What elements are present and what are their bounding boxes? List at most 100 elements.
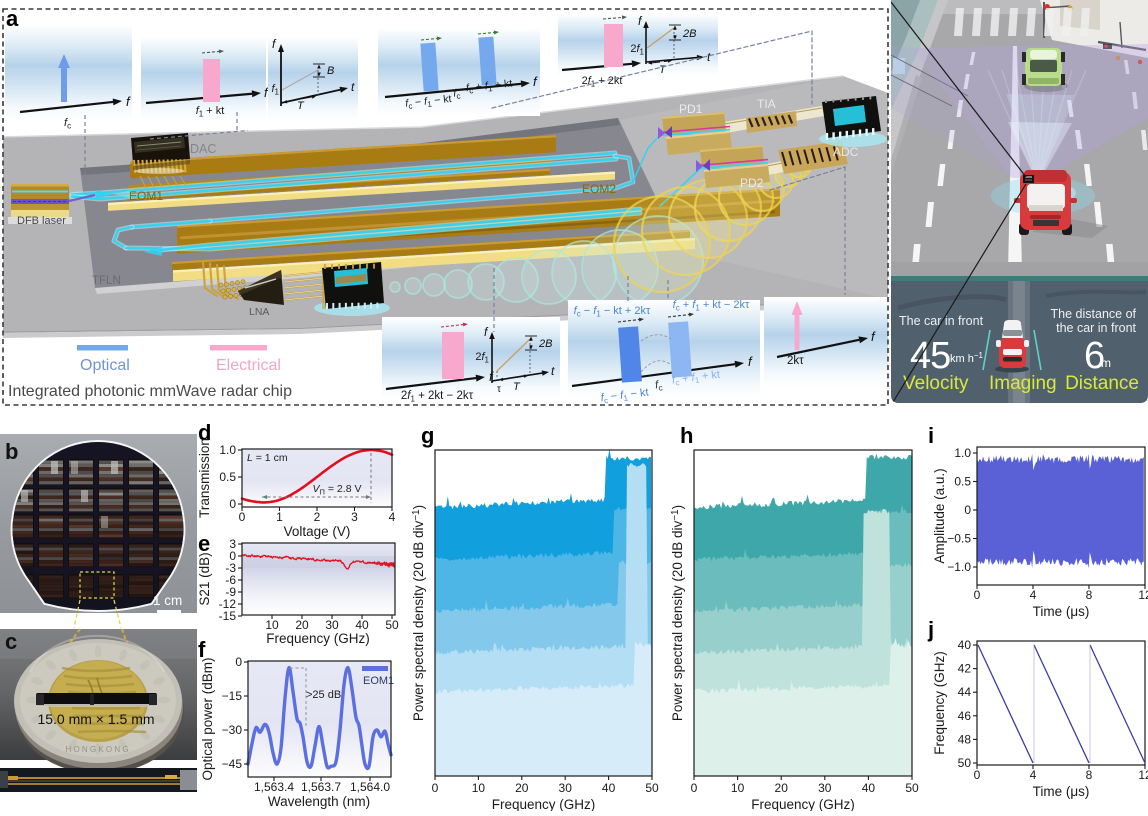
svg-text:Optical: Optical <box>80 357 130 374</box>
svg-text:44: 44 <box>958 685 972 699</box>
svg-text:Optical power (dBm): Optical power (dBm) <box>200 657 215 780</box>
svg-text:2kτ: 2kτ <box>787 355 804 367</box>
svg-text:H O N G K O N G: H O N G K O N G <box>65 745 128 754</box>
svg-text:The distance of: The distance of <box>1051 307 1137 321</box>
svg-text:4: 4 <box>389 510 396 524</box>
svg-text:48: 48 <box>958 732 972 746</box>
svg-text:DFB laser: DFB laser <box>17 215 66 227</box>
svg-text:20: 20 <box>515 781 529 795</box>
svg-text:c: c <box>5 629 17 654</box>
svg-text:Electrical: Electrical <box>216 357 281 374</box>
svg-text:50: 50 <box>385 618 399 632</box>
svg-text:0: 0 <box>974 588 981 602</box>
svg-text:m: m <box>1101 356 1111 370</box>
svg-text:Velocity: Velocity <box>903 373 969 394</box>
svg-text:the car in front: the car in front <box>1056 321 1136 335</box>
svg-text:DAC: DAC <box>190 142 216 156</box>
svg-text:TFLN: TFLN <box>92 275 121 287</box>
svg-text:fc + f1 + kt − 2kτ: fc + f1 + kt − 2kτ <box>673 299 750 313</box>
svg-text:10: 10 <box>472 781 486 795</box>
svg-text:40: 40 <box>602 781 616 795</box>
svg-text:0: 0 <box>432 781 439 795</box>
svg-text:40: 40 <box>862 781 876 795</box>
svg-text:e: e <box>198 531 210 556</box>
svg-text:0: 0 <box>235 655 242 669</box>
svg-text:Amplitude (a.u.): Amplitude (a.u.) <box>932 468 947 563</box>
svg-text:−30: −30 <box>222 723 243 737</box>
svg-text:EOM1: EOM1 <box>129 189 163 203</box>
svg-text:The car in front: The car in front <box>899 314 984 328</box>
svg-text:>25 dB: >25 dB <box>306 689 341 701</box>
svg-text:1.0: 1.0 <box>219 443 236 457</box>
svg-text:1,564.0: 1,564.0 <box>350 780 390 794</box>
svg-text:PD2: PD2 <box>740 176 764 190</box>
svg-text:0: 0 <box>239 510 246 524</box>
svg-text:Wavelength (nm): Wavelength (nm) <box>268 794 370 809</box>
svg-text:4: 4 <box>1030 588 1037 602</box>
svg-text:Frequency (GHz): Frequency (GHz) <box>492 797 596 811</box>
svg-text:Voltage (V): Voltage (V) <box>284 524 351 539</box>
svg-text:1,563.4: 1,563.4 <box>254 780 294 794</box>
svg-text:10: 10 <box>731 781 745 795</box>
svg-text:1 cm: 1 cm <box>153 593 182 608</box>
svg-text:1,563.7: 1,563.7 <box>301 780 341 794</box>
svg-text:−1.0: −1.0 <box>947 560 971 574</box>
svg-text:EOM2: EOM2 <box>582 182 616 196</box>
svg-text:−45: −45 <box>222 757 243 771</box>
svg-text:50: 50 <box>958 756 972 770</box>
svg-text:50: 50 <box>905 781 919 795</box>
svg-text:3: 3 <box>351 510 358 524</box>
svg-text:Time (μs): Time (μs) <box>1033 604 1090 619</box>
svg-text:Transmission: Transmission <box>197 438 212 518</box>
svg-text:-15: -15 <box>219 609 237 623</box>
svg-text:12: 12 <box>1138 588 1148 602</box>
svg-text:EOM1: EOM1 <box>363 675 394 687</box>
svg-text:40: 40 <box>958 638 972 652</box>
svg-text:fc − f1 − kt + 2kτ: fc − f1 − kt + 2kτ <box>574 305 651 319</box>
svg-text:PD1: PD1 <box>679 102 703 116</box>
svg-text:0.5: 0.5 <box>954 475 971 489</box>
svg-text:2: 2 <box>314 510 321 524</box>
svg-text:12: 12 <box>1138 768 1148 782</box>
svg-text:−0.5: −0.5 <box>947 532 971 546</box>
svg-text:ADC: ADC <box>833 145 859 159</box>
svg-text:j: j <box>927 617 934 642</box>
svg-text:0: 0 <box>691 781 698 795</box>
svg-text:Integrated photonic mmWave rad: Integrated photonic mmWave radar chip <box>8 383 292 400</box>
svg-text:20: 20 <box>775 781 789 795</box>
svg-text:40: 40 <box>355 618 369 632</box>
svg-text:Power spectral density (20 dB: Power spectral density (20 dB div−1) <box>411 505 426 721</box>
svg-text:Frequency (GHz): Frequency (GHz) <box>266 631 370 646</box>
svg-text:0.5: 0.5 <box>219 470 236 484</box>
svg-text:10: 10 <box>265 618 279 632</box>
svg-text:2B: 2B <box>538 338 552 350</box>
svg-text:42: 42 <box>958 662 972 676</box>
svg-text:46: 46 <box>958 709 972 723</box>
svg-text:1.0: 1.0 <box>954 446 971 460</box>
svg-text:B: B <box>327 65 334 77</box>
svg-text:0: 0 <box>229 497 236 511</box>
svg-text:0: 0 <box>974 768 981 782</box>
svg-text:20: 20 <box>295 618 309 632</box>
svg-text:30: 30 <box>325 618 339 632</box>
svg-text:Frequency (GHz): Frequency (GHz) <box>751 797 855 811</box>
svg-text:g: g <box>421 423 434 448</box>
svg-text:Time (μs): Time (μs) <box>1033 784 1090 799</box>
svg-text:Frequency (GHz): Frequency (GHz) <box>932 651 947 755</box>
svg-text:30: 30 <box>818 781 832 795</box>
svg-text:Power spectral density (20 dB: Power spectral density (20 dB div−1) <box>670 505 685 721</box>
svg-text:8: 8 <box>1086 768 1093 782</box>
svg-text:30: 30 <box>559 781 573 795</box>
svg-text:15.0 mm × 1.5 mm: 15.0 mm × 1.5 mm <box>37 711 154 727</box>
svg-text:−15: −15 <box>222 689 243 703</box>
svg-text:TIA: TIA <box>757 97 776 111</box>
svg-text:0: 0 <box>964 503 971 517</box>
svg-text:8: 8 <box>1086 588 1093 602</box>
svg-text:i: i <box>928 423 934 448</box>
svg-text:L = 1 cm: L = 1 cm <box>247 452 288 464</box>
svg-text:2B: 2B <box>682 28 696 40</box>
svg-text:4: 4 <box>1030 768 1037 782</box>
svg-text:h: h <box>680 423 693 448</box>
svg-text:b: b <box>5 439 18 464</box>
svg-text:1: 1 <box>276 510 283 524</box>
